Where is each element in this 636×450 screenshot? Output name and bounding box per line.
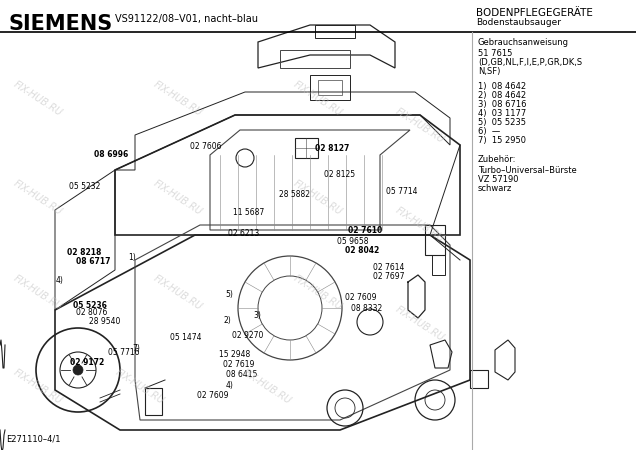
Text: 51 7615: 51 7615: [478, 49, 512, 58]
Text: 2)  08 4642: 2) 08 4642: [478, 91, 526, 100]
Text: 05 7714: 05 7714: [386, 187, 418, 196]
Text: FIX-HUB.RU: FIX-HUB.RU: [152, 80, 204, 118]
Text: FIX-HUB.RU: FIX-HUB.RU: [114, 368, 166, 406]
Text: 05 5232: 05 5232: [69, 182, 100, 191]
Text: 28 9540: 28 9540: [89, 317, 120, 326]
Text: 05 9658: 05 9658: [337, 237, 369, 246]
Text: FIX-HUB.RU: FIX-HUB.RU: [292, 179, 344, 217]
Text: 7): 7): [132, 344, 140, 353]
Text: BODENPFLEGEGERÄTE: BODENPFLEGEGERÄTE: [476, 8, 593, 18]
Text: 05 5236: 05 5236: [73, 301, 107, 310]
Text: E271110–4/1: E271110–4/1: [6, 435, 60, 444]
Text: 6)  —: 6) —: [478, 127, 500, 136]
Text: 02 8125: 02 8125: [324, 170, 356, 179]
Text: 02 7609: 02 7609: [197, 391, 229, 400]
Text: VS91122/08–V01, nacht–blau: VS91122/08–V01, nacht–blau: [115, 14, 258, 24]
Text: 02 7606: 02 7606: [190, 142, 221, 151]
Text: (D,GB,NL,F,I,E,P,GR,DK,S: (D,GB,NL,F,I,E,P,GR,DK,S: [478, 58, 582, 67]
Text: 5): 5): [226, 290, 233, 299]
Text: FIX-HUB.RU: FIX-HUB.RU: [394, 305, 446, 343]
Text: 05 1474: 05 1474: [170, 333, 202, 342]
Text: 02 7614: 02 7614: [373, 263, 404, 272]
Text: 02 8127: 02 8127: [315, 144, 349, 153]
Text: FIX-HUB.RU: FIX-HUB.RU: [292, 80, 344, 118]
Text: VZ 57190: VZ 57190: [478, 175, 518, 184]
Text: 5)  05 5235: 5) 05 5235: [478, 118, 526, 127]
Text: FIX-HUB.RU: FIX-HUB.RU: [292, 273, 344, 312]
Text: 08 8332: 08 8332: [351, 304, 382, 313]
Text: 4): 4): [226, 381, 233, 390]
Text: Turbo–Universal–Bürste: Turbo–Universal–Bürste: [478, 166, 577, 175]
Text: 02 8218: 02 8218: [67, 248, 101, 257]
Text: 02 7609: 02 7609: [345, 293, 377, 302]
Text: SIEMENS: SIEMENS: [8, 14, 112, 34]
Text: 1)  08 4642: 1) 08 4642: [478, 82, 526, 91]
Text: 7)  15 2950: 7) 15 2950: [478, 136, 526, 145]
Text: 02 7697: 02 7697: [373, 272, 405, 281]
Text: 02 7610: 02 7610: [348, 226, 382, 235]
Text: 02 8042: 02 8042: [345, 246, 380, 255]
Text: Gebrauchsanweisung: Gebrauchsanweisung: [478, 38, 569, 47]
Text: Zubehör:: Zubehör:: [478, 155, 516, 164]
Text: 02 9172: 02 9172: [70, 358, 104, 367]
Text: FIX-HUB.RU: FIX-HUB.RU: [394, 107, 446, 145]
Text: FIX-HUB.RU: FIX-HUB.RU: [152, 273, 204, 312]
Text: 11 5687: 11 5687: [233, 208, 265, 217]
Text: FIX-HUB.RU: FIX-HUB.RU: [152, 179, 204, 217]
Text: 4): 4): [56, 276, 64, 285]
Circle shape: [73, 365, 83, 375]
Text: FIX-HUB.RU: FIX-HUB.RU: [241, 368, 293, 406]
Text: 08 6996: 08 6996: [94, 150, 128, 159]
Text: schwarz: schwarz: [478, 184, 512, 193]
Text: FIX-HUB.RU: FIX-HUB.RU: [12, 179, 64, 217]
Text: 4)  03 1177: 4) 03 1177: [478, 109, 526, 118]
Text: Bodenstaubsauger: Bodenstaubsauger: [476, 18, 561, 27]
Text: FIX-HUB.RU: FIX-HUB.RU: [394, 206, 446, 244]
Text: 02 7619: 02 7619: [223, 360, 254, 369]
Text: 02 6213: 02 6213: [228, 229, 259, 238]
Text: 28 5882: 28 5882: [279, 190, 310, 199]
Text: 02 9270: 02 9270: [232, 331, 263, 340]
Text: 2): 2): [224, 316, 232, 325]
Text: FIX-HUB.RU: FIX-HUB.RU: [12, 80, 64, 118]
Text: FIX-HUB.RU: FIX-HUB.RU: [12, 368, 64, 406]
Text: 02 8076: 02 8076: [76, 308, 107, 317]
Text: 08 6717: 08 6717: [76, 257, 111, 266]
Text: 05 7716: 05 7716: [108, 348, 140, 357]
Text: 15 2948: 15 2948: [219, 350, 251, 359]
Text: 3): 3): [253, 311, 261, 320]
Text: 3)  08 6716: 3) 08 6716: [478, 100, 527, 109]
Text: N,SF): N,SF): [478, 67, 501, 76]
Text: FIX-HUB.RU: FIX-HUB.RU: [12, 273, 64, 312]
Text: 08 6415: 08 6415: [226, 370, 257, 379]
Text: 1): 1): [128, 253, 136, 262]
